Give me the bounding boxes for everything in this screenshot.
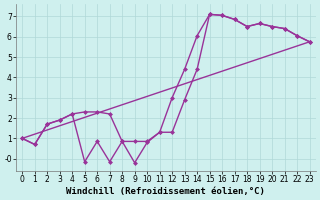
X-axis label: Windchill (Refroidissement éolien,°C): Windchill (Refroidissement éolien,°C) <box>67 187 265 196</box>
